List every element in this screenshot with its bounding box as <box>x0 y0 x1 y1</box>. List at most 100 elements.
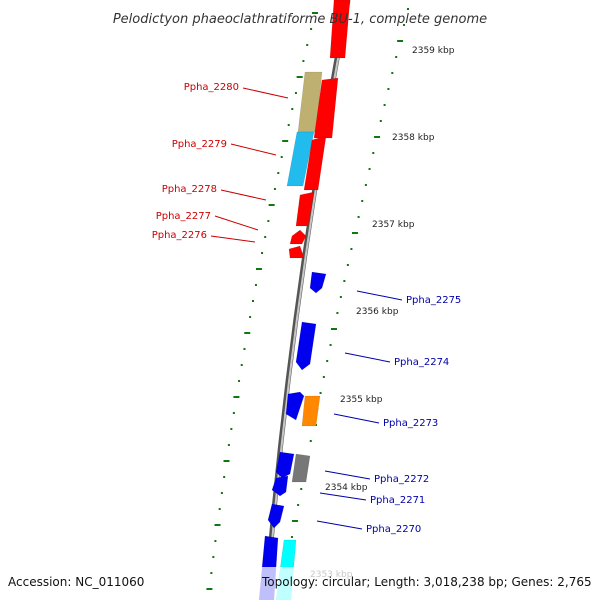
inner-tick-ring <box>206 12 319 590</box>
kbp-label-2355: 2355 kbp <box>340 395 383 405</box>
inner-tick <box>244 332 251 334</box>
inner-tick <box>302 60 305 62</box>
inner-tick <box>218 508 221 510</box>
leader-line-ppha-2272 <box>324 470 371 480</box>
gene-block-ppha-2276 <box>288 245 305 259</box>
inner-tick <box>243 348 246 350</box>
gene-label-ppha-2271: Ppha_2271 <box>370 495 425 506</box>
topology-text: Topology: circular; Length: 3,018,238 bp… <box>261 575 592 589</box>
gene-label-ppha-2273: Ppha_2273 <box>383 418 438 429</box>
inner-tick <box>267 220 270 222</box>
inner-tick <box>214 524 221 526</box>
inner-tick <box>264 236 267 238</box>
gene-block-ppha-2271 <box>271 475 289 497</box>
kbp-label-2357: 2357 kbp <box>372 220 415 230</box>
outer-tick <box>407 8 410 10</box>
inner-tick <box>223 476 226 478</box>
outer-tick <box>350 248 353 250</box>
gene-block-ppha-2274 <box>295 321 317 371</box>
leader-line-ppha-2275 <box>356 290 403 301</box>
inner-tick <box>306 44 309 46</box>
outer-tick <box>292 520 299 522</box>
gene-block-ppha-2272 <box>275 451 295 479</box>
inner-tick <box>296 76 303 78</box>
gene-block-ppha-2275 <box>309 271 327 294</box>
gene-label-ppha-2277: Ppha_2277 <box>156 211 211 222</box>
gene-label-ppha-2280: Ppha_2280 <box>184 82 239 93</box>
inner-tick <box>312 12 319 14</box>
footer-backdrop <box>255 567 595 600</box>
outer-tick <box>397 40 404 42</box>
inner-tick <box>310 28 313 30</box>
gene-label-ppha-2278: Ppha_2278 <box>162 184 217 195</box>
outer-tick <box>336 312 339 314</box>
outer-tick <box>322 376 325 378</box>
gene-label-ppha-2272: Ppha_2272 <box>374 474 429 485</box>
leader-line-ppha-2278 <box>220 189 267 201</box>
outer-tick <box>319 392 322 394</box>
outer-tick <box>297 504 300 506</box>
outer-tick <box>387 88 390 90</box>
inner-tick <box>240 364 243 366</box>
outer-tick <box>326 360 329 362</box>
kbp-label-2354: 2354 kbp <box>325 483 368 493</box>
inner-tick <box>206 588 213 590</box>
inner-tick <box>273 188 276 190</box>
outer-tick <box>391 72 394 74</box>
gene-block-fwd-b <box>303 135 327 191</box>
outer-tick <box>309 440 312 442</box>
leader-line-ppha-2279 <box>230 143 277 156</box>
gene-block-ppha-2277 <box>289 229 307 245</box>
outer-tick <box>351 232 358 234</box>
leader-line-ppha-2271 <box>319 492 367 501</box>
kbp-label-2358: 2358 kbp <box>392 133 435 143</box>
inner-tick <box>230 428 233 430</box>
gene-block-fwd-a <box>313 77 339 139</box>
outer-tick <box>379 120 382 122</box>
outer-tick <box>300 488 303 490</box>
inner-tick <box>238 380 241 382</box>
outer-tick <box>403 24 406 26</box>
inner-tick <box>223 460 230 462</box>
inner-tick <box>214 540 217 542</box>
inner-tick <box>233 396 240 398</box>
inner-tick <box>280 156 283 158</box>
outer-tick <box>361 200 364 202</box>
inner-tick <box>227 444 230 446</box>
leader-line-ppha-2277 <box>214 215 259 231</box>
outer-tick <box>395 56 398 58</box>
outer-tick <box>374 136 381 138</box>
gene-label-ppha-2275: Ppha_2275 <box>406 295 461 306</box>
gene-block-ppha-2279 <box>286 131 315 187</box>
gene-labels: Ppha_2280 Ppha_2279 Ppha_2278 Ppha_2277 Ppha… <box>152 82 462 535</box>
inner-tick <box>291 108 294 110</box>
gene-label-ppha-2274: Ppha_2274 <box>394 357 449 368</box>
leader-line-ppha-2270 <box>316 520 363 530</box>
inner-tick <box>287 124 290 126</box>
outer-tick <box>368 168 371 170</box>
outer-tick <box>346 264 349 266</box>
leader-line-ppha-2274 <box>344 352 391 363</box>
leader-line-ppha-2280 <box>242 87 289 99</box>
inner-tick <box>249 316 252 318</box>
inner-tick <box>268 204 275 206</box>
outer-tick <box>357 216 360 218</box>
outer-tick <box>383 104 386 106</box>
outer-tick <box>364 184 367 186</box>
gene-block-2281 <box>329 0 351 59</box>
outer-tick <box>372 152 375 154</box>
gene-track <box>258 0 351 600</box>
gene-block-ppha-2273 <box>285 391 305 421</box>
inner-tick <box>252 300 254 302</box>
inner-tick <box>261 252 264 254</box>
inner-tick <box>212 556 215 558</box>
outer-tick <box>330 328 337 330</box>
leader-line-ppha-2276 <box>210 235 256 243</box>
map-title: Pelodictyon phaeoclathratiforme BU-1, co… <box>113 12 487 27</box>
inner-tick <box>294 92 297 94</box>
outer-tick <box>339 296 342 298</box>
inner-tick <box>220 492 223 494</box>
inner-tick <box>277 172 280 174</box>
inner-tick <box>210 572 213 574</box>
